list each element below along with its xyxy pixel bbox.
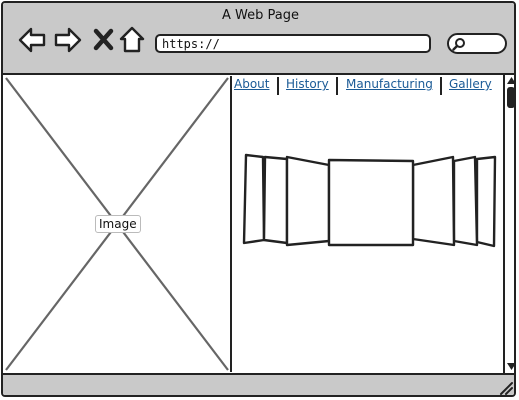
- forward-button[interactable]: [53, 25, 83, 55]
- scroll-up-icon[interactable]: [506, 76, 516, 85]
- coverflow-carousel-graphic: [242, 153, 497, 248]
- nav-separator: [440, 77, 442, 95]
- carousel-slide: [262, 155, 289, 245]
- nav-separator: [277, 77, 279, 95]
- carousel-slide: [285, 155, 331, 247]
- page-content: Image About History Manufacturing Galler…: [3, 75, 516, 373]
- nav-link-about[interactable]: About: [234, 77, 270, 91]
- carousel-slide: [411, 155, 456, 247]
- resize-grip-icon[interactable]: [499, 381, 513, 395]
- back-button[interactable]: [17, 25, 47, 55]
- carousel-slide: [242, 153, 266, 245]
- url-value: https://: [162, 37, 220, 51]
- scroll-down-icon[interactable]: [506, 362, 516, 371]
- vertical-scrollbar[interactable]: [503, 75, 516, 373]
- stop-button[interactable]: [89, 25, 119, 55]
- browser-toolbar: A Web Page https://: [3, 3, 514, 75]
- coverflow-carousel[interactable]: [239, 151, 497, 251]
- scroll-thumb[interactable]: [507, 87, 514, 108]
- home-icon: [119, 26, 145, 53]
- arrow-left-icon: [18, 27, 46, 53]
- carousel-slide-active: [327, 158, 415, 247]
- window-title: A Web Page: [222, 8, 299, 23]
- carousel-slide: [475, 155, 497, 248]
- magnifier-icon: [452, 38, 465, 51]
- image-placeholder-label: Image: [95, 215, 141, 233]
- address-bar[interactable]: https://: [155, 34, 431, 53]
- arrow-right-icon: [54, 27, 82, 53]
- nav-separator: [336, 77, 338, 95]
- search-field[interactable]: [447, 33, 507, 54]
- carousel-slide: [452, 155, 479, 247]
- status-bar: [3, 373, 514, 395]
- close-x-icon: [93, 28, 114, 51]
- nav-link-history[interactable]: History: [286, 77, 329, 91]
- nav-link-manufacturing[interactable]: Manufacturing: [346, 77, 433, 91]
- nav-link-gallery[interactable]: Gallery: [449, 77, 492, 91]
- home-button[interactable]: [117, 25, 147, 55]
- image-placeholder: Image: [4, 76, 232, 372]
